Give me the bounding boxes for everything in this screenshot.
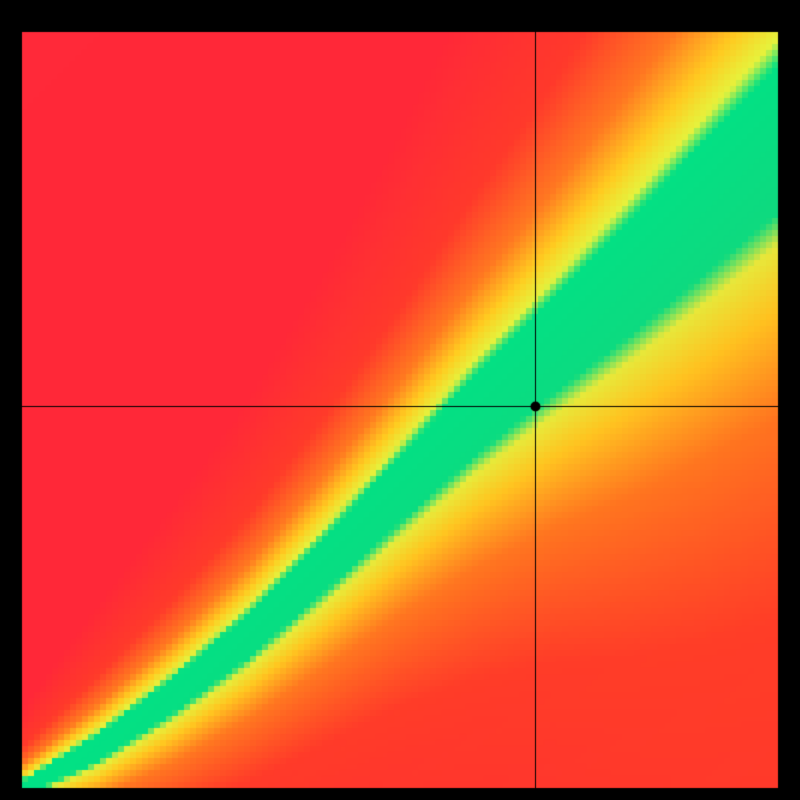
bottleneck-heatmap <box>0 0 800 800</box>
